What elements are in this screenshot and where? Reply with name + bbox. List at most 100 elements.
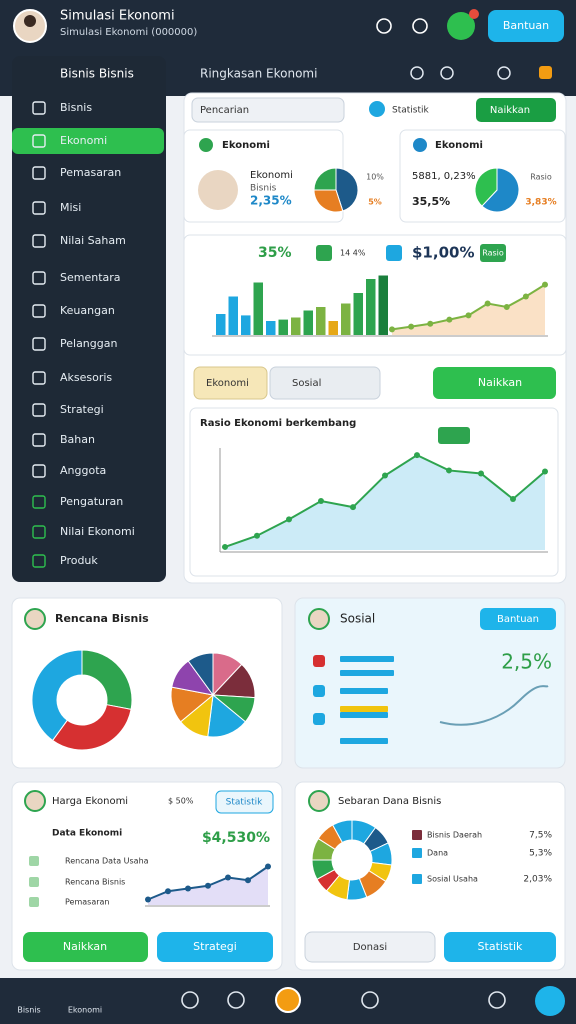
button-label: Naikkan bbox=[63, 940, 107, 953]
page-title: Ringkasan Ekonomi bbox=[200, 67, 317, 81]
raise-button[interactable] bbox=[476, 98, 556, 122]
filter[interactable] bbox=[269, 366, 381, 400]
point bbox=[382, 472, 388, 479]
button-label: Statistik bbox=[226, 798, 264, 808]
list-icon bbox=[29, 897, 39, 907]
trend-curve bbox=[439, 685, 549, 726]
dropdown[interactable] bbox=[193, 366, 268, 400]
point bbox=[205, 882, 211, 889]
sidebar-item: Pengaturan bbox=[60, 495, 123, 508]
strategy-button[interactable] bbox=[157, 932, 273, 962]
sidebar-item: Bahan bbox=[60, 433, 95, 446]
app-subtitle: Simulasi Ekonomi (000000) bbox=[60, 27, 197, 38]
legend-swatch bbox=[412, 874, 422, 884]
pie-slice bbox=[313, 189, 344, 213]
pie-slice bbox=[474, 167, 498, 207]
sidebar-item: Pemasaran bbox=[60, 166, 121, 179]
card-avatar bbox=[24, 790, 46, 812]
money-value: $1,00% bbox=[412, 244, 474, 262]
point bbox=[165, 888, 171, 895]
bar bbox=[228, 296, 238, 335]
alert-icon bbox=[539, 66, 552, 79]
list-icon bbox=[313, 685, 325, 697]
button-label: Strategi bbox=[193, 940, 237, 953]
list-item: Rencana Data Usaha bbox=[65, 857, 149, 866]
bar bbox=[253, 282, 263, 335]
sidebar-icon bbox=[32, 403, 46, 417]
legend-value: 7,5% bbox=[529, 831, 552, 841]
topbar-icon bbox=[410, 66, 424, 80]
sidebar-item: Produk bbox=[60, 554, 98, 567]
help-button[interactable] bbox=[488, 10, 564, 42]
sidebar-icon bbox=[32, 371, 46, 385]
info-bar bbox=[340, 738, 388, 744]
stat-label: Statistik bbox=[392, 106, 430, 116]
list-icon bbox=[313, 655, 325, 667]
sidebar-icon bbox=[32, 433, 46, 447]
point bbox=[503, 304, 510, 310]
pie-label: 5% bbox=[368, 198, 382, 207]
nav-label: Bisnis bbox=[17, 1006, 40, 1015]
profile-icon bbox=[447, 12, 475, 40]
pie-slice bbox=[187, 652, 214, 697]
pie-slice bbox=[332, 819, 353, 844]
point bbox=[542, 468, 548, 475]
sidebar-icon bbox=[32, 271, 46, 285]
header-icon bbox=[376, 18, 392, 34]
home-button bbox=[275, 987, 301, 1013]
bar bbox=[353, 293, 363, 335]
button-label: Naikkan bbox=[478, 376, 522, 389]
stat-button[interactable] bbox=[215, 790, 274, 814]
list-item: Rencana Bisnis bbox=[65, 878, 125, 887]
person-photo bbox=[198, 170, 238, 210]
raise-button[interactable] bbox=[433, 367, 556, 399]
list-icon bbox=[29, 856, 39, 866]
bar bbox=[266, 321, 276, 335]
card-avatar bbox=[308, 608, 330, 630]
list-item: Pemasaran bbox=[65, 898, 110, 907]
card-title: Harga Ekonomi bbox=[52, 796, 128, 807]
card-text: Bisnis bbox=[250, 184, 277, 194]
card-subtitle: Data Ekonomi bbox=[52, 829, 122, 839]
button-label: Naikkan bbox=[490, 105, 530, 116]
topbar-icon bbox=[440, 66, 454, 80]
bar bbox=[366, 279, 376, 335]
raise-button[interactable] bbox=[23, 932, 148, 962]
header-icon bbox=[412, 18, 428, 34]
card-title: Ekonomi bbox=[435, 140, 483, 151]
point bbox=[389, 326, 395, 333]
rasio-badge bbox=[480, 244, 506, 262]
point bbox=[446, 467, 452, 474]
bar bbox=[241, 315, 251, 335]
grid-button[interactable] bbox=[535, 986, 565, 1016]
nav-label: Ekonomi bbox=[68, 1006, 102, 1015]
donate-button[interactable] bbox=[304, 931, 436, 963]
point bbox=[350, 504, 356, 511]
nav-icon bbox=[488, 991, 506, 1009]
area bbox=[225, 455, 545, 550]
bar bbox=[303, 310, 313, 335]
card bbox=[294, 597, 566, 769]
stat-badge bbox=[316, 245, 332, 261]
point bbox=[414, 452, 420, 459]
card-title: Rencana Bisnis bbox=[55, 612, 149, 625]
search-input[interactable] bbox=[191, 97, 345, 123]
sidebar-title: Bisnis Bisnis bbox=[60, 67, 134, 81]
sidebar-item: Strategi bbox=[60, 403, 104, 416]
sidebar-item: Sementara bbox=[60, 271, 121, 284]
sidebar-icon bbox=[32, 201, 46, 215]
stats-button[interactable] bbox=[444, 932, 556, 962]
sidebar-item: Ekonomi bbox=[60, 134, 107, 147]
bar bbox=[328, 321, 338, 335]
sidebar-active[interactable] bbox=[12, 128, 164, 154]
help-button[interactable] bbox=[480, 608, 556, 630]
filter-label: Sosial bbox=[292, 378, 321, 389]
pie-slice bbox=[313, 167, 337, 191]
info-bar bbox=[340, 656, 394, 662]
sidebar-item: Nilai Saham bbox=[60, 234, 126, 247]
chart-badge bbox=[438, 427, 470, 444]
button-label: Donasi bbox=[353, 942, 387, 953]
point bbox=[254, 532, 260, 539]
sidebar-icon bbox=[32, 166, 46, 180]
badge-text: Rasio bbox=[482, 249, 504, 258]
